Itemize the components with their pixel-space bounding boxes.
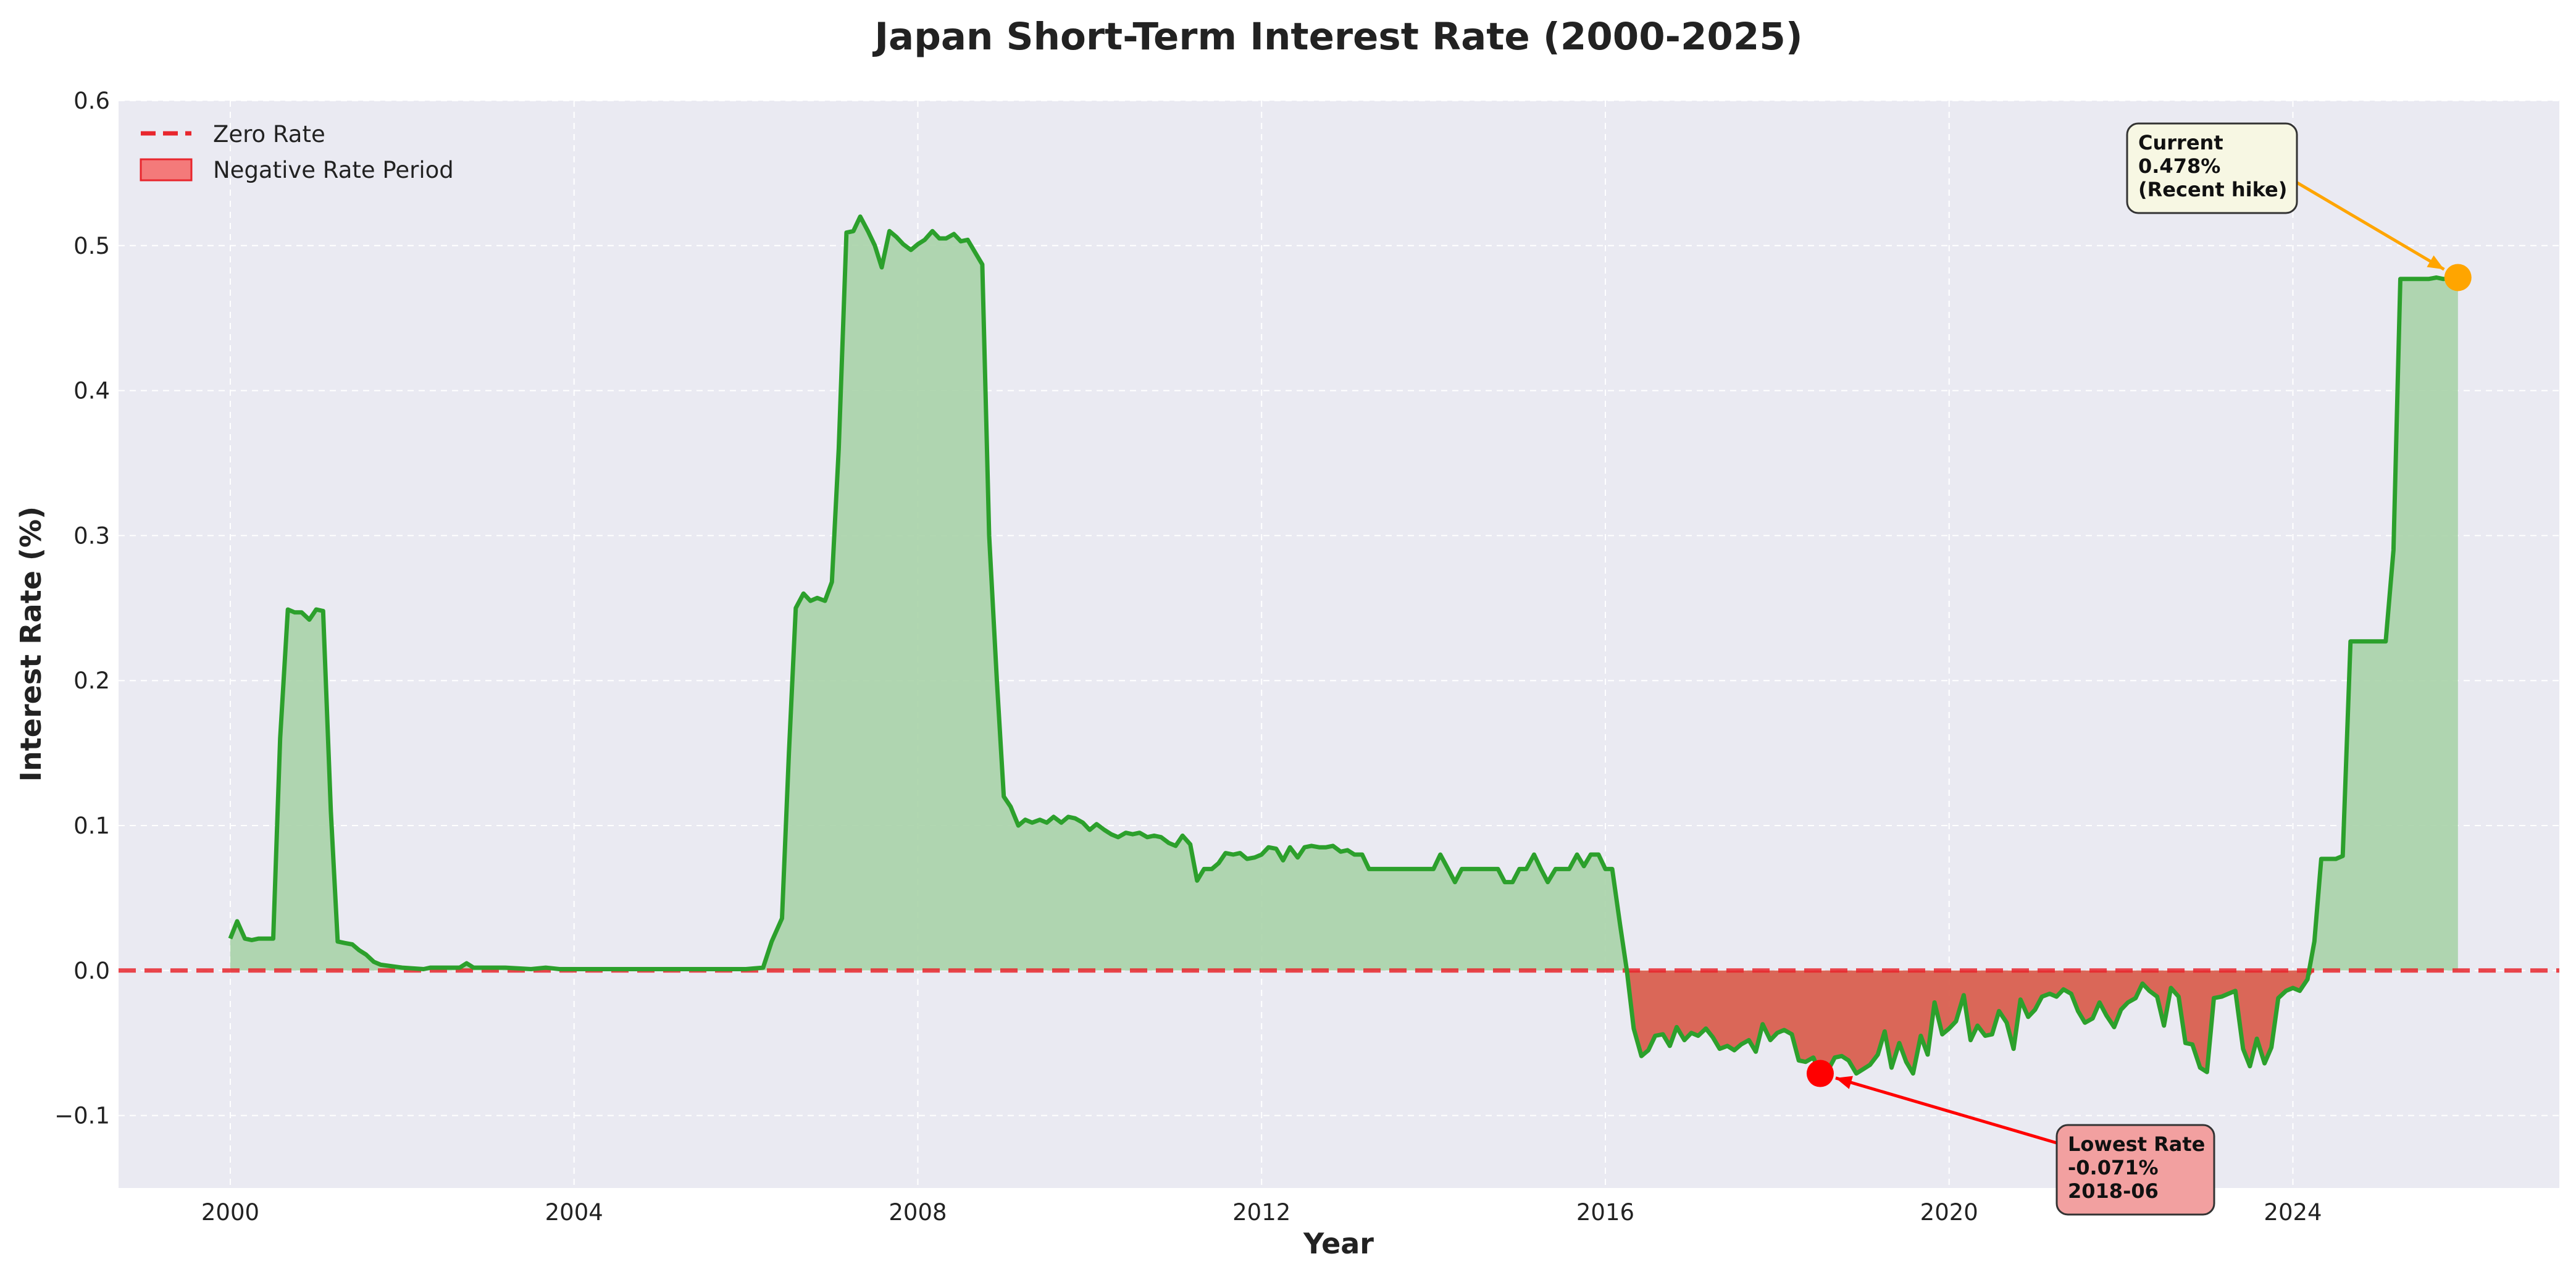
annotation-text: (Recent hike) xyxy=(2138,178,2287,201)
y-tick-label: −0.1 xyxy=(54,1103,110,1129)
y-tick-label: 0.3 xyxy=(73,522,110,549)
annotation-text: 2018-06 xyxy=(2068,1179,2159,1203)
x-tick-label: 2012 xyxy=(1232,1199,1290,1226)
legend-zero-rate-label: Zero Rate xyxy=(213,121,325,148)
y-tick-label: 0.6 xyxy=(73,88,110,114)
annotation-arrow xyxy=(1835,1076,2057,1145)
interest-rate-line xyxy=(228,214,2459,1076)
annotation-text: -0.071% xyxy=(2068,1156,2159,1179)
y-tick-label: 0.1 xyxy=(73,813,110,839)
annotation-arrow xyxy=(2296,181,2445,271)
x-tick-label: 2020 xyxy=(1920,1199,1978,1226)
x-axis-label: Year xyxy=(1303,1227,1374,1260)
legend-negative-period-label: Negative Rate Period xyxy=(213,157,454,183)
y-tick-label: 0.0 xyxy=(73,958,110,984)
x-axis-ticks: 2000 2004 2008 2012 2016 2020 2024 xyxy=(201,1199,2322,1226)
x-tick-label: 2004 xyxy=(545,1199,603,1226)
current-rate-callout xyxy=(2126,122,2298,214)
y-axis-label: Interest Rate (%) xyxy=(14,506,48,782)
x-tick-label: 2000 xyxy=(201,1199,259,1226)
y-tick-label: 0.2 xyxy=(73,667,110,694)
annotation-text: Lowest Rate xyxy=(2068,1132,2205,1156)
annotation-arrowhead xyxy=(1835,1076,1853,1089)
x-tick-label: 2024 xyxy=(2264,1199,2322,1226)
annotation-text: 0.478% xyxy=(2138,154,2220,178)
legend-negative-period-swatch xyxy=(140,158,193,182)
plot-area xyxy=(119,101,2559,1188)
current-rate-marker xyxy=(2444,264,2472,291)
chart-title: Japan Short-Term Interest Rate (2000-202… xyxy=(872,15,1802,59)
x-tick-label: 2008 xyxy=(889,1199,947,1226)
lowest-rate-marker xyxy=(1806,1060,1834,1087)
y-axis-ticks: −0.1 0.0 0.1 0.2 0.3 0.4 0.5 0.6 xyxy=(54,88,110,1129)
legend: Zero Rate Negative Rate Period xyxy=(140,121,454,183)
annotation-text: Current xyxy=(2138,131,2223,154)
y-tick-label: 0.4 xyxy=(73,378,110,404)
lowest-rate-callout xyxy=(2055,1124,2215,1216)
y-tick-label: 0.5 xyxy=(73,233,110,259)
x-tick-label: 2016 xyxy=(1576,1199,1634,1226)
annotation-arrowhead xyxy=(2427,255,2444,270)
